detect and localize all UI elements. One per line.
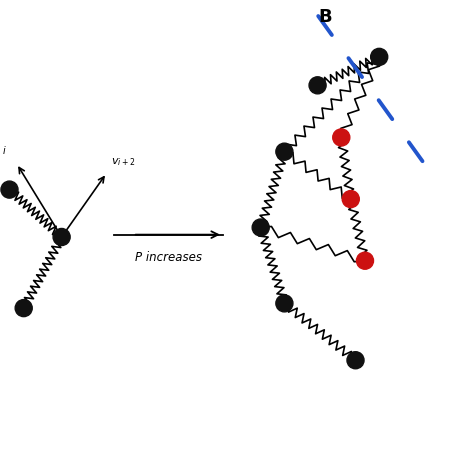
Text: P increases: P increases [135,251,202,264]
Circle shape [347,352,364,369]
Circle shape [53,228,70,246]
Circle shape [15,300,32,317]
Circle shape [276,295,293,312]
Circle shape [1,181,18,198]
Circle shape [333,129,350,146]
Circle shape [342,191,359,208]
Circle shape [371,48,388,65]
Circle shape [252,219,269,236]
Circle shape [309,77,326,94]
Text: $v_{i+2}$: $v_{i+2}$ [111,156,136,168]
Circle shape [276,143,293,160]
Text: B: B [318,8,331,26]
Circle shape [356,252,374,269]
Text: $i$: $i$ [2,145,7,156]
